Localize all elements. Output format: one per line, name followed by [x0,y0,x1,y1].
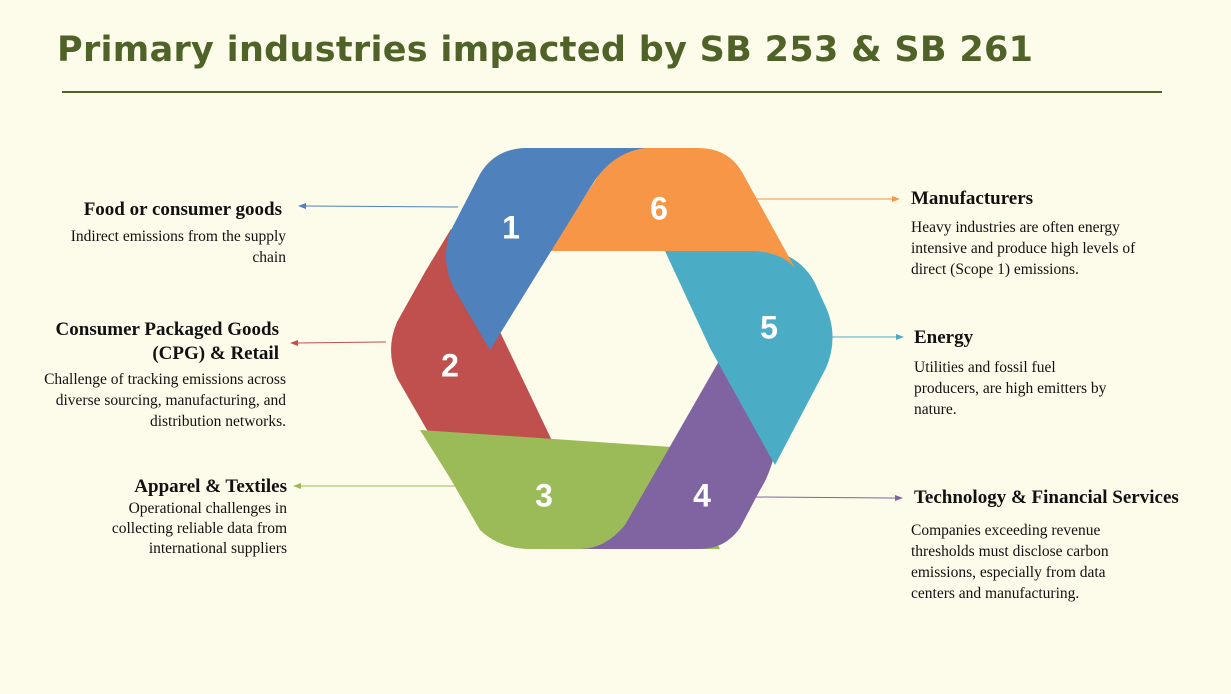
label-description: Indirect emissions from the supply chain [70,228,286,266]
label-manufacturers: Manufacturers Heavy industries are often… [911,187,1141,280]
arrow-manufacturers [757,196,900,202]
segment-1 [446,148,645,350]
label-heading: Manufacturers [911,188,1034,209]
label-technology-financial: Technology & Financial Services Companie… [911,486,1221,604]
label-heading: Technology & Financial Services [914,487,1179,508]
segment-number-3: 3 [535,477,553,513]
label-heading: Food or consumer goods [83,199,282,220]
arrow-apparel [293,483,456,489]
label-heading: Energy [914,327,974,348]
arrow-energy [832,334,904,340]
segment-number-5: 5 [760,309,778,345]
label-apparel-textiles: Apparel & Textiles Operational challenge… [20,475,287,559]
arrow-technology [753,495,903,501]
segment-number-6: 6 [650,190,668,226]
segment-2 [391,229,555,447]
label-description: Utilities and fossil fuel producers, are… [914,359,1107,418]
segment-5 [665,251,833,465]
arrow-food [298,203,459,209]
title-divider [62,91,1162,93]
label-heading: Apparel & Textiles [134,476,287,497]
segment-number-2: 2 [441,347,459,383]
label-description: Operational challenges in collecting rel… [111,500,287,557]
arrow-cpg [290,340,387,346]
connector-arrows [290,196,904,501]
segment-number-4: 4 [693,477,711,513]
label-energy: Energy Utilities and fossil fuel produce… [914,326,1134,420]
label-food-consumer-goods: Food or consumer goods Indirect emission… [20,198,286,268]
page-title: Primary industries impacted by SB 253 & … [57,30,1034,70]
segment-number-1: 1 [502,209,520,245]
segment-4 [580,347,774,549]
label-description: Companies exceeding revenue thresholds m… [911,522,1109,602]
label-heading: Consumer Packaged Goods (CPG) & Retail [55,319,279,364]
segment-numbers: 1 2 3 4 5 6 [441,190,778,513]
label-description: Heavy industries are often energy intens… [911,219,1136,278]
ring-segments [391,148,833,549]
segment-6 [550,148,795,268]
label-cpg-retail: Consumer Packaged Goods (CPG) & Retail C… [20,318,286,432]
label-description: Challenge of tracking emissions across d… [44,371,286,430]
